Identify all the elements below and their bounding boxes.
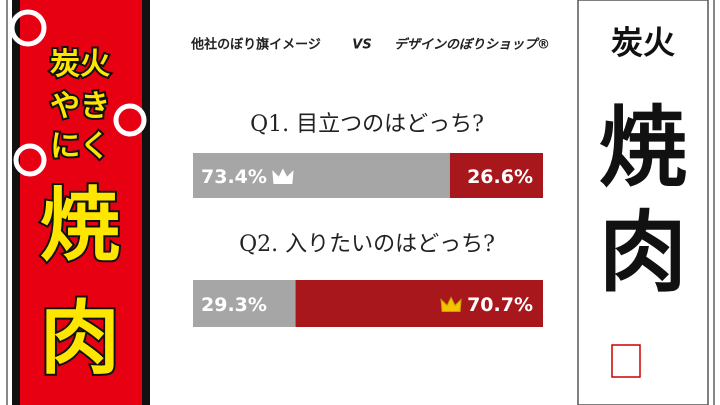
- value-label: 73.4%: [201, 166, 267, 188]
- stamp: [611, 344, 641, 378]
- swirl: [113, 103, 147, 137]
- right-banner: [577, 0, 715, 405]
- crown-icon: [272, 168, 294, 184]
- banner-text: にく: [50, 129, 109, 164]
- banner-text: 焼: [40, 178, 120, 272]
- banner-text: 肉: [599, 200, 687, 304]
- bar-segment: [193, 153, 450, 198]
- banner-text: 焼: [599, 95, 687, 199]
- vs-label: VS: [352, 38, 371, 53]
- question-title: Q2. 入りたいのはどっち?: [239, 232, 495, 257]
- swirl: [13, 143, 47, 177]
- value-label: 70.7%: [467, 294, 533, 316]
- banner-text: 肉: [40, 291, 120, 385]
- swirl: [9, 9, 47, 47]
- legend-entry: デザインのぼりショップ®: [394, 37, 550, 53]
- value-label: 29.3%: [201, 294, 267, 316]
- left-banner: [6, 0, 150, 405]
- crown-icon: [440, 296, 462, 312]
- bar-segment: [193, 280, 296, 327]
- value-label: 26.6%: [467, 166, 533, 188]
- question-title: Q1. 目立つのはどっち?: [250, 112, 484, 137]
- banner-text: やき: [50, 89, 110, 124]
- bar-segment: [449, 153, 543, 198]
- banner-text: 炭火: [50, 47, 110, 82]
- bar-segment: [295, 280, 543, 327]
- legend-entry: 他社のぼり旗イメージ: [190, 37, 321, 53]
- banner-text: 炭火: [611, 24, 675, 62]
- banner-body: [20, 0, 142, 405]
- banner-body: [577, 0, 709, 405]
